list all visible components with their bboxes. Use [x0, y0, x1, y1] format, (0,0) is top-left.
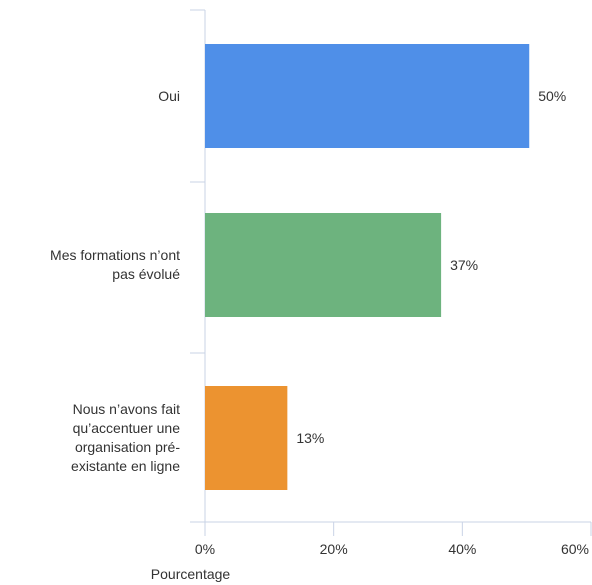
- category-label-line: Oui: [158, 87, 180, 104]
- x-tick-label-2: 40%: [448, 541, 476, 557]
- category-label-line: existante en ligne: [71, 458, 180, 474]
- category-label-2: Nous n’avons fait qu’accentuer une organis…: [4, 400, 180, 476]
- bar-1: [205, 213, 442, 317]
- category-label-line: Mes formations n’ont: [50, 247, 180, 263]
- category-label-line: qu’accentuer une: [72, 420, 180, 436]
- x-axis-title: Pourcentage: [0, 566, 592, 582]
- x-tick-label-3: 60%: [561, 541, 589, 557]
- x-tick-label-0: 0%: [195, 541, 215, 557]
- category-label-line: organisation pré-: [74, 439, 180, 455]
- bar-value-label-1: 37%: [450, 257, 478, 273]
- bar-0: [205, 44, 530, 148]
- category-label-line: pas évolué: [112, 266, 180, 282]
- category-label-0: Oui: [4, 87, 180, 106]
- x-tick-label-1: 20%: [320, 541, 348, 557]
- bar-2: [205, 386, 288, 490]
- bar-value-label-0: 50%: [538, 88, 566, 104]
- bar-value-label-2: 13%: [296, 430, 324, 446]
- category-label-line: Nous n’avons fait: [72, 401, 180, 417]
- category-label-1: Mes formations n’ont pas évolué: [4, 246, 180, 284]
- x-axis-title-text: Pourcentage: [150, 566, 231, 582]
